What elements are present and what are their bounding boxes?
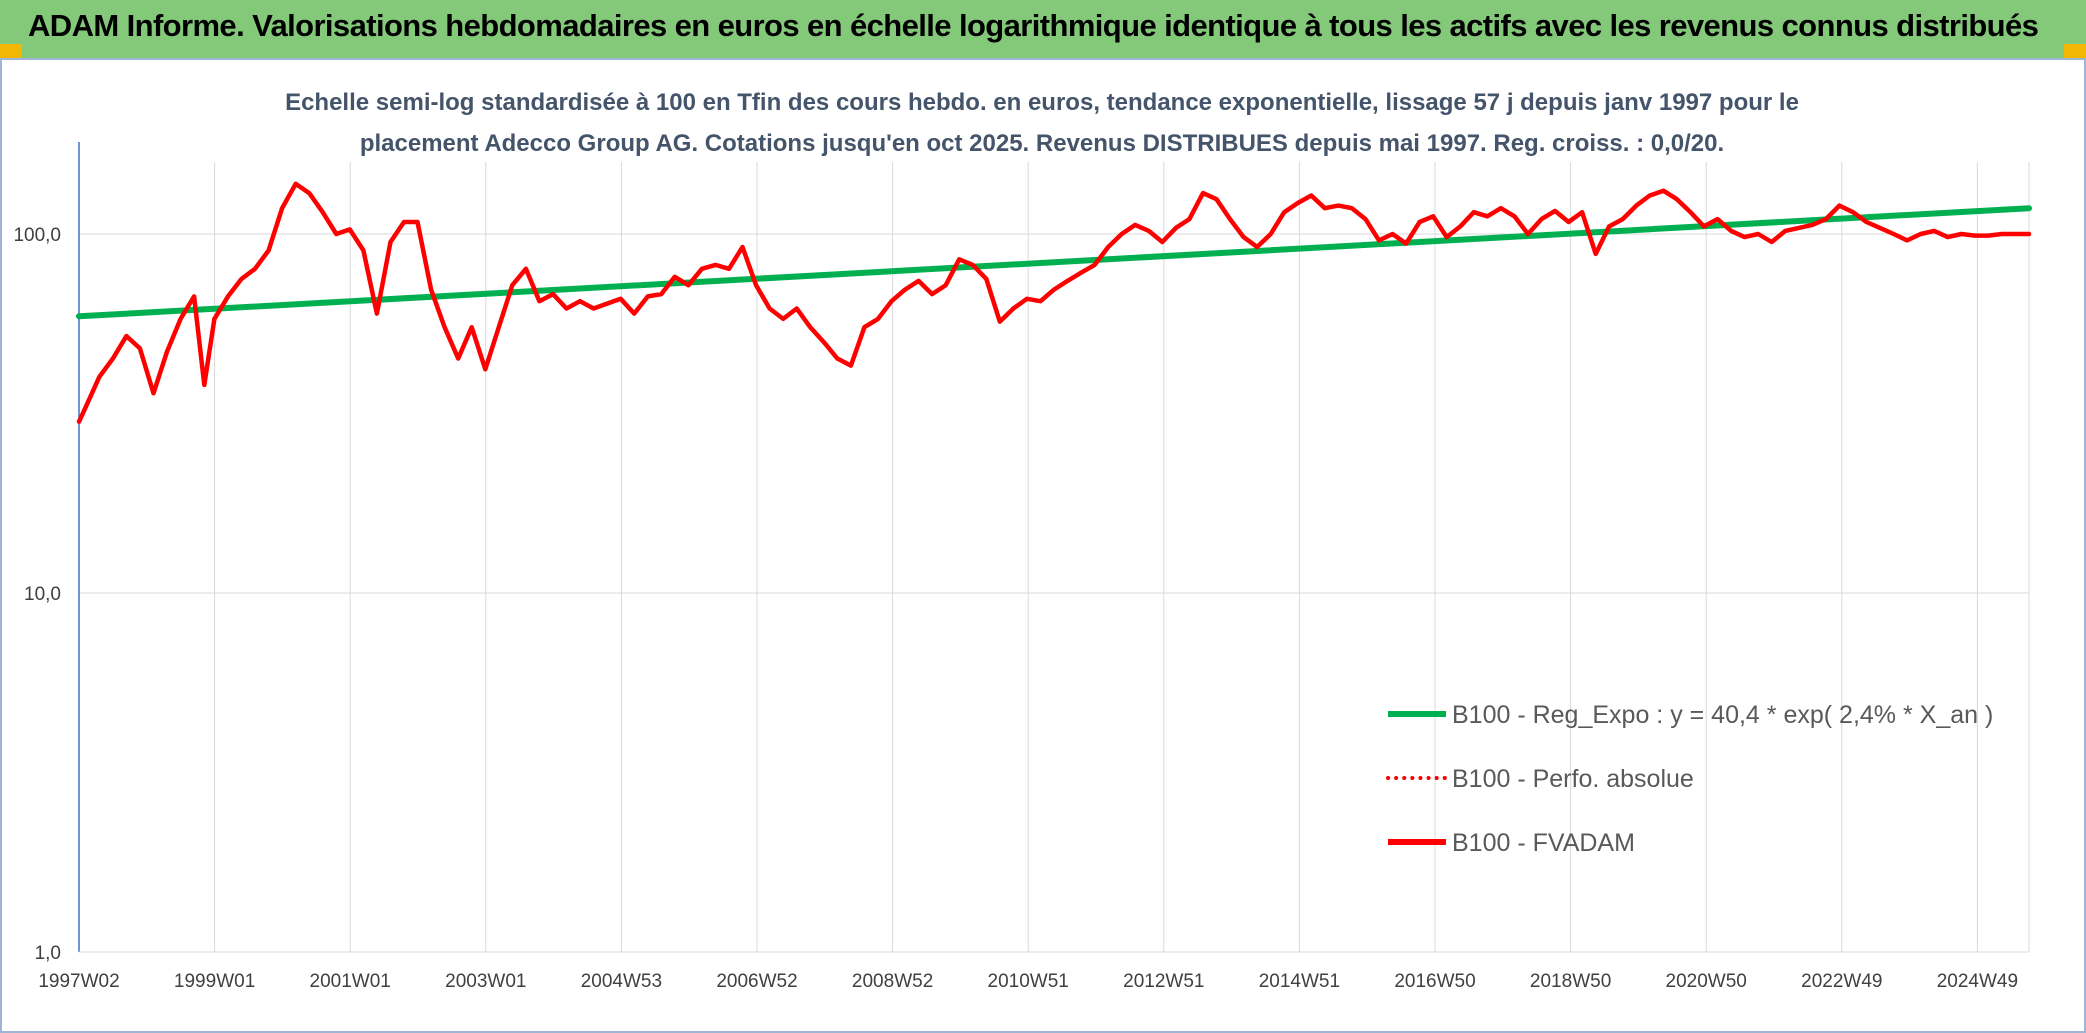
series-line-fvadam — [76, 181, 2032, 424]
y-tick-label: 10,0 — [24, 584, 61, 605]
legend-label: B100 - FVADAM — [1452, 829, 1635, 857]
x-tick-label: 2003W01 — [445, 971, 526, 992]
header-title: ADAM Informe. Valorisations hebdomadaire… — [28, 8, 2039, 43]
axes: 1997W02 1999W01 2001W01 2003W01 2004W53 2006W… — [13, 142, 2029, 992]
x-tick-label: 2016W50 — [1394, 971, 1475, 992]
corner-accent-top-right — [2064, 44, 2086, 58]
x-tick-label: 2018W50 — [1530, 971, 1611, 992]
x-tick-label: 2014W51 — [1259, 971, 1340, 992]
corner-accent-top-left — [0, 44, 22, 58]
legend: B100 - Reg_Expo : y = 40,4 * exp( 2,4% *… — [1386, 701, 1993, 857]
chart-canvas: Echelle semi-log standardisée à 100 en T… — [13, 89, 2032, 992]
header-bar: ADAM Informe. Valorisations hebdomadaire… — [0, 0, 2086, 58]
x-tick-label: 1997W02 — [38, 971, 119, 992]
legend-label: B100 - Reg_Expo : y = 40,4 * exp( 2,4% *… — [1452, 701, 1993, 729]
x-tick-label: 2024W49 — [1937, 971, 2018, 992]
x-tick-label: 2022W49 — [1801, 971, 1882, 992]
series-layer — [76, 181, 2032, 424]
x-tick-label: 2012W51 — [1123, 971, 1204, 992]
x-tick-label: 2020W50 — [1666, 971, 1747, 992]
x-tick-label: 2010W51 — [988, 971, 1069, 992]
series-line-reg-expo — [76, 205, 2032, 320]
x-tick-label: 1999W01 — [174, 971, 255, 992]
legend-label: B100 - Perfo. absolue — [1452, 765, 1694, 793]
chart-subtitle-line2: placement Adecco Group AG. Cotations jus… — [360, 130, 1724, 157]
x-tick-label: 2001W01 — [310, 971, 391, 992]
x-tick-label: 2006W52 — [716, 971, 797, 992]
y-tick-label: 1,0 — [35, 943, 61, 964]
x-tick-label: 2008W52 — [852, 971, 933, 992]
chart-subtitle-line1: Echelle semi-log standardisée à 100 en T… — [285, 89, 1799, 116]
y-tick-label: 100,0 — [13, 225, 61, 246]
chart-frame: Echelle semi-log standardisée à 100 en T… — [0, 58, 2086, 1033]
x-tick-label: 2004W53 — [581, 971, 662, 992]
